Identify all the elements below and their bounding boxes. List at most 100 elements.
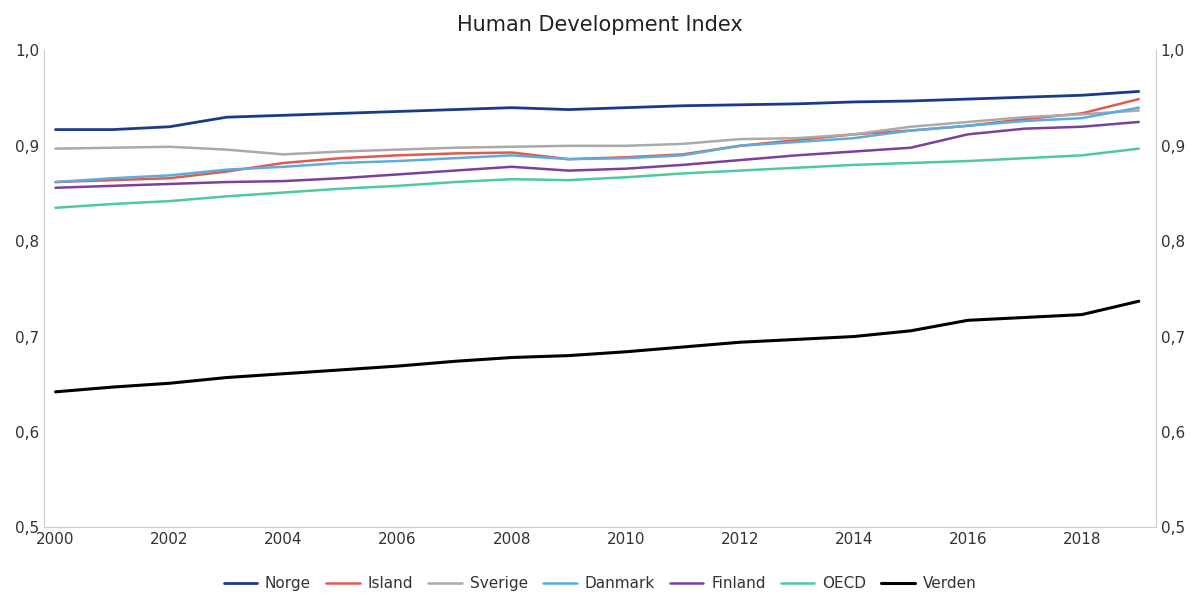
Finland xyxy=(1132,119,1146,126)
Sverige xyxy=(1018,114,1032,121)
Verden xyxy=(162,379,176,387)
Finland xyxy=(162,180,176,188)
Norge xyxy=(790,100,804,108)
Danmark xyxy=(1132,104,1146,111)
Sverige xyxy=(960,119,974,126)
Verden xyxy=(1018,314,1032,321)
Finland xyxy=(276,177,290,185)
Norge xyxy=(504,104,518,111)
Finland xyxy=(562,167,576,174)
Danmark xyxy=(846,134,860,142)
Danmark xyxy=(676,152,690,159)
Verden xyxy=(48,388,62,395)
OECD xyxy=(106,200,120,208)
Verden xyxy=(790,335,804,343)
Finland xyxy=(846,148,860,155)
Finland xyxy=(390,170,404,178)
Danmark xyxy=(732,142,746,150)
Verden xyxy=(846,333,860,340)
Sverige xyxy=(732,136,746,143)
Danmark xyxy=(48,178,62,186)
Norge xyxy=(448,106,462,113)
Verden xyxy=(732,338,746,346)
Island xyxy=(106,177,120,184)
Sverige xyxy=(448,144,462,152)
OECD xyxy=(1074,152,1088,159)
Island xyxy=(48,178,62,186)
Norge xyxy=(676,102,690,109)
Line: Island: Island xyxy=(55,99,1139,182)
Norge xyxy=(904,97,918,104)
Sverige xyxy=(846,131,860,138)
Island xyxy=(732,142,746,150)
Finland xyxy=(904,144,918,152)
Sverige xyxy=(1074,111,1088,118)
Sverige xyxy=(276,151,290,158)
Island xyxy=(390,152,404,159)
OECD xyxy=(504,175,518,183)
Sverige xyxy=(48,145,62,152)
Norge xyxy=(960,95,974,103)
Line: Sverige: Sverige xyxy=(55,111,1139,155)
Sverige xyxy=(390,146,404,153)
OECD xyxy=(1132,145,1146,152)
Sverige xyxy=(106,144,120,152)
Sverige xyxy=(504,143,518,150)
Sverige xyxy=(790,134,804,142)
Norge xyxy=(48,126,62,133)
OECD xyxy=(1018,155,1032,162)
Finland xyxy=(106,182,120,189)
Danmark xyxy=(390,158,404,165)
Island xyxy=(334,155,348,162)
Norge xyxy=(846,98,860,106)
Finland xyxy=(732,156,746,164)
Line: Danmark: Danmark xyxy=(55,108,1139,182)
OECD xyxy=(960,158,974,165)
Danmark xyxy=(276,163,290,170)
Finland xyxy=(676,161,690,169)
Danmark xyxy=(504,152,518,159)
Norge xyxy=(162,123,176,130)
Norge xyxy=(1074,92,1088,99)
Norge xyxy=(1132,88,1146,95)
Finland xyxy=(960,131,974,138)
Sverige xyxy=(162,143,176,150)
Danmark xyxy=(960,122,974,130)
Verden xyxy=(618,348,632,356)
Sverige xyxy=(904,123,918,130)
Title: Human Development Index: Human Development Index xyxy=(457,15,743,35)
OECD xyxy=(48,204,62,211)
Danmark xyxy=(562,155,576,163)
Verden xyxy=(676,343,690,351)
OECD xyxy=(562,177,576,184)
Legend: Norge, Island, Sverige, Danmark, Finland, OECD, Verden: Norge, Island, Sverige, Danmark, Finland… xyxy=(217,570,983,597)
Island xyxy=(1074,110,1088,117)
Line: Finland: Finland xyxy=(55,122,1139,188)
Norge xyxy=(276,112,290,119)
OECD xyxy=(618,174,632,181)
OECD xyxy=(448,178,462,186)
Line: Norge: Norge xyxy=(55,92,1139,130)
Finland xyxy=(504,163,518,170)
Finland xyxy=(790,152,804,159)
Finland xyxy=(1074,123,1088,130)
Line: Verden: Verden xyxy=(55,301,1139,392)
Verden xyxy=(904,327,918,334)
OECD xyxy=(276,189,290,196)
Island xyxy=(618,153,632,161)
Norge xyxy=(334,110,348,117)
Danmark xyxy=(220,166,234,174)
Norge xyxy=(220,114,234,121)
Finland xyxy=(618,165,632,172)
Verden xyxy=(562,352,576,359)
Island xyxy=(220,168,234,175)
Danmark xyxy=(1074,114,1088,122)
Sverige xyxy=(334,148,348,155)
Finland xyxy=(1018,125,1032,133)
Danmark xyxy=(618,155,632,162)
Danmark xyxy=(162,172,176,179)
Line: OECD: OECD xyxy=(55,148,1139,208)
Norge xyxy=(732,101,746,109)
OECD xyxy=(846,161,860,169)
OECD xyxy=(904,159,918,167)
